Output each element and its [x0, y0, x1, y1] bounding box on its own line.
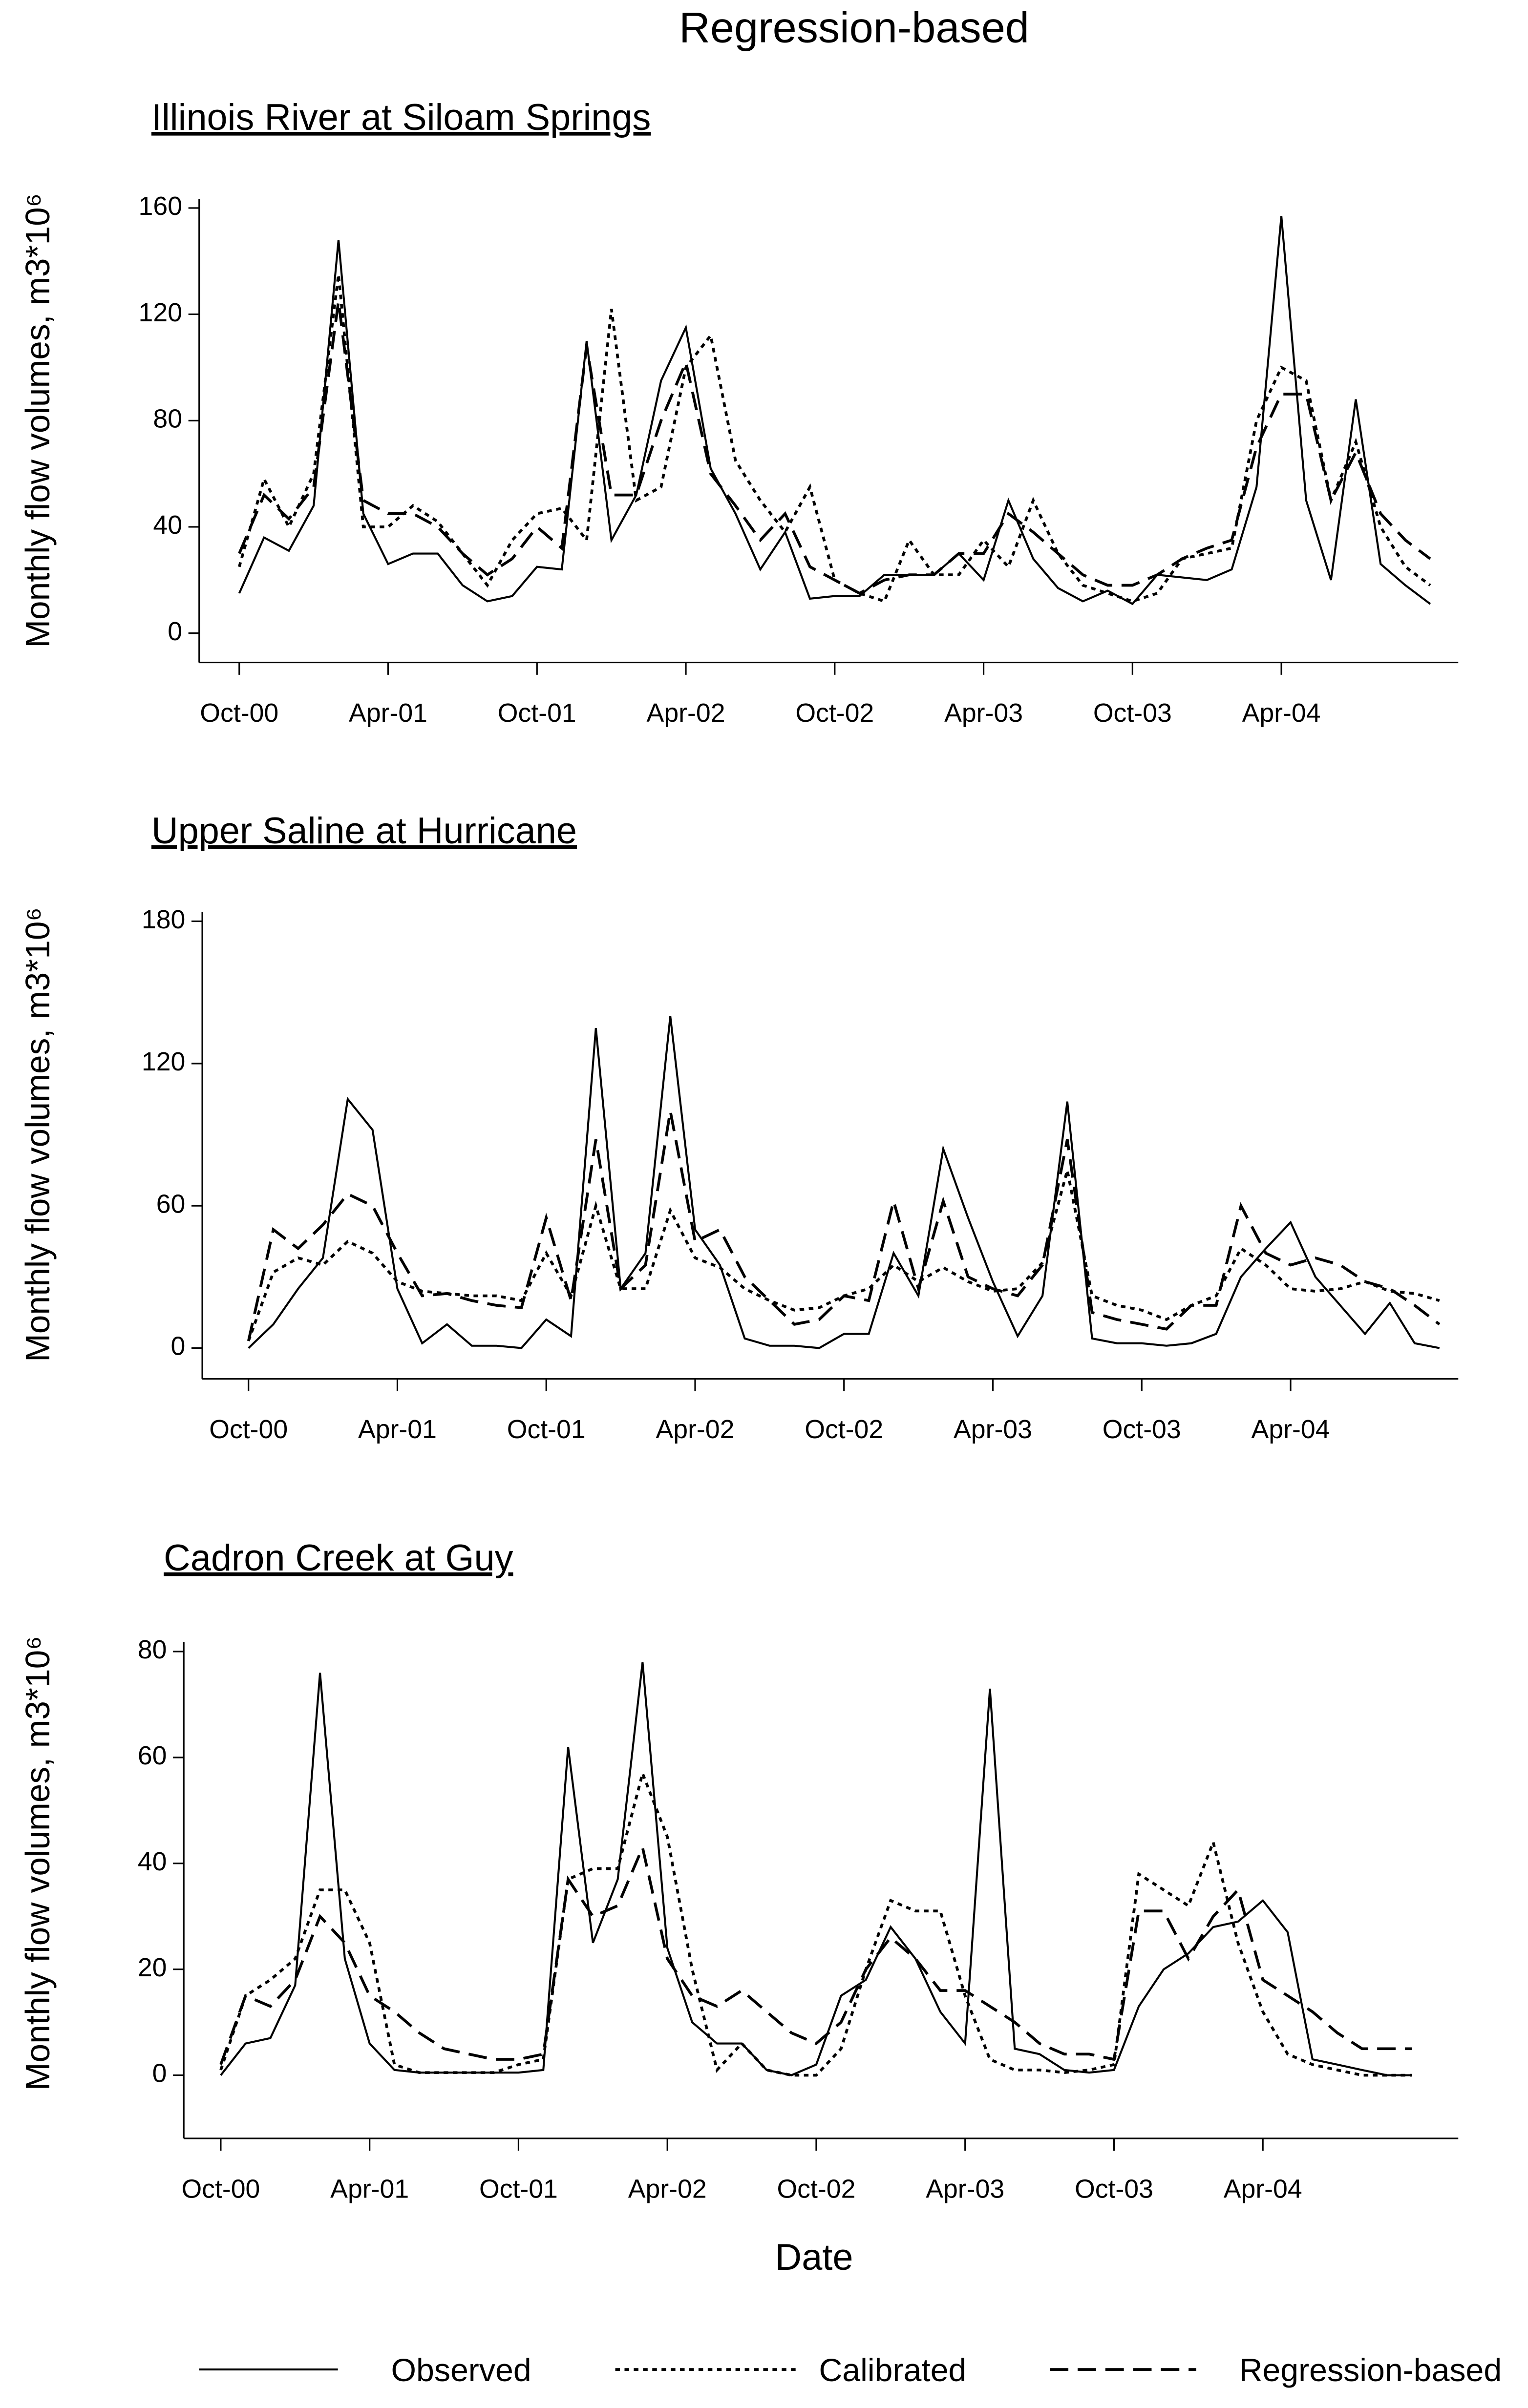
x-tick-label: Oct-03 [1103, 1415, 1181, 1444]
y-tick-label: 120 [139, 298, 182, 327]
y-axis-label: Monthly flow volumes, m3*10⁶ [19, 1636, 57, 2091]
y-tick-label: 20 [138, 1953, 167, 1982]
y-tick-label: 80 [153, 404, 182, 433]
legend-label: Regression-based [1239, 2352, 1502, 2388]
x-tick-label: Oct-02 [777, 2174, 855, 2203]
x-axis-label: Date [775, 2237, 853, 2278]
legend-label: Observed [391, 2352, 531, 2388]
x-tick-label: Oct-00 [181, 2174, 260, 2203]
figure-title: Regression-based [679, 3, 1029, 51]
x-tick-label: Apr-04 [1252, 1415, 1330, 1444]
y-tick-label: 0 [168, 617, 182, 646]
series-line [238, 301, 1431, 595]
x-tick-label: Oct-02 [805, 1415, 883, 1444]
series-line [238, 216, 1431, 606]
x-tick-label: Apr-04 [1224, 2174, 1302, 2203]
y-tick-label: 40 [138, 1847, 167, 1876]
series-line [219, 1843, 1412, 2065]
x-tick-label: Apr-04 [1242, 698, 1321, 728]
y-tick-label: 80 [138, 1635, 167, 1664]
x-tick-label: Oct-03 [1093, 698, 1172, 728]
x-tick-label: Apr-02 [647, 698, 725, 728]
x-tick-label: Oct-02 [795, 698, 874, 728]
y-axis-label: Monthly flow volumes, m3*10⁶ [19, 193, 57, 648]
legend-label: Calibrated [819, 2352, 966, 2388]
x-tick-label: Oct-01 [479, 2174, 558, 2203]
y-tick-label: 40 [153, 510, 182, 540]
x-tick-label: Apr-02 [656, 1415, 734, 1444]
series-line [248, 1016, 1440, 1349]
y-tick-label: 60 [156, 1189, 186, 1218]
x-tick-label: Apr-01 [358, 1415, 437, 1444]
x-tick-label: Apr-01 [330, 2174, 409, 2203]
x-tick-label: Apr-03 [926, 2174, 1004, 2203]
series-line [220, 1662, 1412, 2076]
y-tick-label: 180 [142, 905, 185, 934]
y-tick-label: 0 [152, 2059, 167, 2088]
plot-title: Illinois River at Siloam Springs [151, 97, 651, 138]
series-line [219, 1769, 1412, 2077]
y-tick-label: 0 [171, 1332, 186, 1361]
series-line [247, 1110, 1441, 1341]
x-tick-label: Oct-00 [200, 698, 278, 728]
x-tick-label: Oct-00 [209, 1415, 288, 1444]
y-axis-label: Monthly flow volumes, m3*10⁶ [19, 907, 57, 1362]
series-line [238, 274, 1431, 603]
x-tick-label: Oct-01 [507, 1415, 586, 1444]
plot-title: Cadron Creek at Guy [164, 1537, 513, 1579]
x-tick-label: Oct-01 [498, 698, 576, 728]
x-tick-label: Apr-02 [628, 2174, 707, 2203]
y-tick-label: 60 [138, 1741, 167, 1770]
y-tick-label: 160 [139, 191, 182, 221]
y-tick-label: 120 [142, 1047, 185, 1076]
plot-title: Upper Saline at Hurricane [151, 810, 577, 852]
x-tick-label: Apr-01 [349, 698, 427, 728]
x-tick-label: Oct-03 [1075, 2174, 1153, 2203]
x-tick-label: Apr-03 [944, 698, 1023, 728]
x-tick-label: Apr-03 [954, 1415, 1032, 1444]
